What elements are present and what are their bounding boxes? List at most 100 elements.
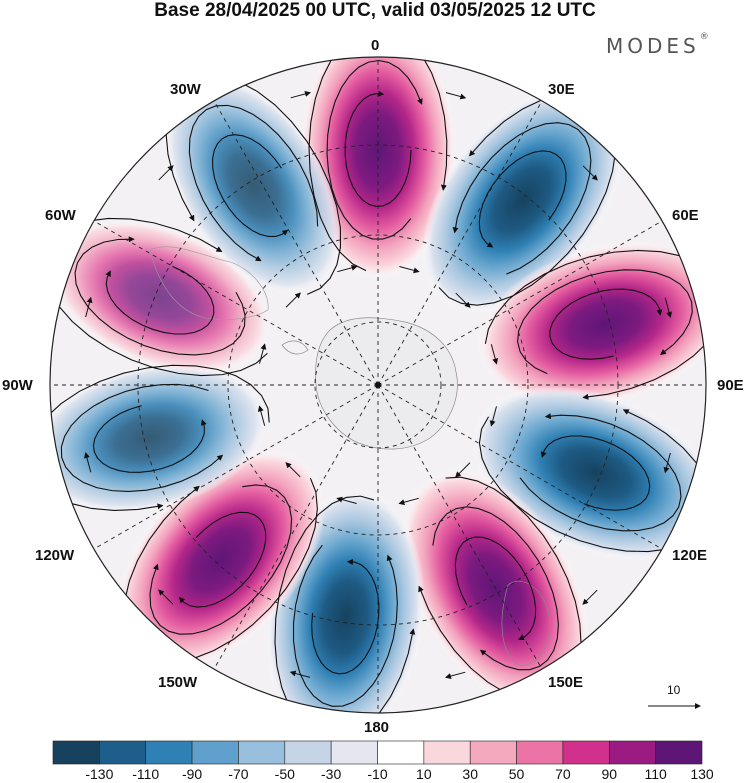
wind-arrow xyxy=(257,405,266,426)
colorbar xyxy=(52,740,703,765)
wind-arrow xyxy=(445,671,466,679)
wind-arrow xyxy=(445,92,467,100)
negative-anomaly-lobe xyxy=(165,76,342,295)
map-title: Base 28/04/2025 00 UTC, valid 03/05/2025… xyxy=(154,0,596,21)
streamline xyxy=(178,511,267,608)
colorbar-swatch xyxy=(655,740,703,765)
south-america-coast xyxy=(149,246,269,320)
wind-arrow xyxy=(582,589,598,605)
streamline xyxy=(212,134,289,238)
brand-name: MODES xyxy=(606,34,700,58)
streamline xyxy=(517,269,693,375)
streamline xyxy=(92,405,207,473)
lon-label-60e: 60E xyxy=(672,207,699,224)
colorbar-swatch xyxy=(516,740,564,765)
wind-arrow xyxy=(259,343,267,364)
streamline xyxy=(454,536,537,641)
wind-arrow xyxy=(336,496,357,504)
meridian-line xyxy=(93,384,379,550)
meridian-line xyxy=(213,384,379,670)
colorbar-tick-label: -30 xyxy=(321,766,342,782)
colorbar-swatch xyxy=(469,740,517,765)
colorbar-tick-label: -130 xyxy=(85,766,114,782)
antarctica-outline xyxy=(315,317,458,450)
colorbar-tick-label: 130 xyxy=(690,766,714,782)
meridian-line xyxy=(377,384,543,670)
positive-anomaly-lobe xyxy=(477,241,706,407)
wind-arrow xyxy=(664,297,672,318)
wind-arrow xyxy=(85,296,93,318)
colorbar-swatch xyxy=(608,740,656,765)
map-border xyxy=(49,56,707,714)
colorbar-tick-label: 30 xyxy=(462,766,478,782)
longitude-grid xyxy=(50,57,706,713)
lon-label-30w: 30W xyxy=(170,81,201,98)
colorbar-swatch xyxy=(284,740,332,765)
streamline xyxy=(549,288,663,360)
streamline xyxy=(540,435,651,511)
wind-arrow xyxy=(399,266,420,274)
reference-vector-label: 10 xyxy=(667,683,681,697)
colorbar-tick-label: -70 xyxy=(228,766,249,782)
australia-coast xyxy=(501,580,551,666)
colorbar-tick-label: 50 xyxy=(508,766,525,782)
wind-arrow xyxy=(663,452,671,474)
colorbar-swatch xyxy=(238,740,286,765)
colorbar-tick-label: -110 xyxy=(132,766,160,782)
wind-arrow xyxy=(285,292,301,308)
colorbar-swatch xyxy=(562,740,610,765)
lon-label-0: 0 xyxy=(371,37,380,54)
streamline xyxy=(311,558,380,675)
meridian-line xyxy=(377,384,663,550)
colorbar-tick-label: 110 xyxy=(644,766,667,782)
lon-label-150e: 150E xyxy=(548,674,584,691)
streamline xyxy=(105,265,215,335)
colorbar-tick-label: -50 xyxy=(274,766,295,782)
streamline xyxy=(432,506,559,671)
colorbar-swatch xyxy=(330,740,378,765)
colorbar-swatch xyxy=(99,740,147,765)
wind-arrow xyxy=(289,670,311,678)
streamline xyxy=(74,236,246,356)
colorbar-swatch xyxy=(423,740,471,765)
wind-arrow xyxy=(158,165,174,181)
colorbar-swatch xyxy=(191,740,239,765)
brand-logo: MODES® xyxy=(606,32,709,58)
wind-arrow xyxy=(290,91,311,99)
wind-arrow xyxy=(455,292,471,308)
streamline xyxy=(308,57,448,272)
streamline xyxy=(149,484,293,635)
lon-label-90w: 90W xyxy=(2,377,33,394)
streamline xyxy=(478,150,567,248)
wind-arrow xyxy=(489,406,497,427)
lon-label-120w: 120W xyxy=(35,547,75,564)
lon-label-30e: 30E xyxy=(548,81,575,98)
colorbar-tick-label: -10 xyxy=(367,766,388,782)
colorbar-tick-label: -90 xyxy=(181,766,203,782)
wind-arrow xyxy=(398,497,419,506)
streamline xyxy=(326,59,423,240)
wind-arrow xyxy=(582,165,598,181)
negative-anomaly-lobe xyxy=(50,362,268,513)
streamline xyxy=(519,413,682,532)
colorbar-swatch xyxy=(145,740,193,765)
wind-arrow xyxy=(285,462,301,478)
meridian-line xyxy=(377,220,663,386)
meridian-line xyxy=(93,220,379,386)
meridian-line xyxy=(213,100,379,386)
colorbar-swatch xyxy=(377,740,425,765)
wind-arrow xyxy=(337,264,358,273)
streamline xyxy=(188,104,319,262)
streamline xyxy=(50,217,268,377)
colorbar-tick-label: 10 xyxy=(416,766,432,782)
wind-arrow xyxy=(490,344,499,365)
streamline xyxy=(292,544,398,707)
brand-registered-mark: ® xyxy=(699,32,709,42)
streamline xyxy=(452,122,592,275)
lon-label-120e: 120E xyxy=(672,547,708,564)
streamline xyxy=(60,383,224,493)
lon-label-150w: 150W xyxy=(158,674,198,691)
meridian-line xyxy=(377,100,543,386)
south-pole-marker xyxy=(375,382,381,388)
